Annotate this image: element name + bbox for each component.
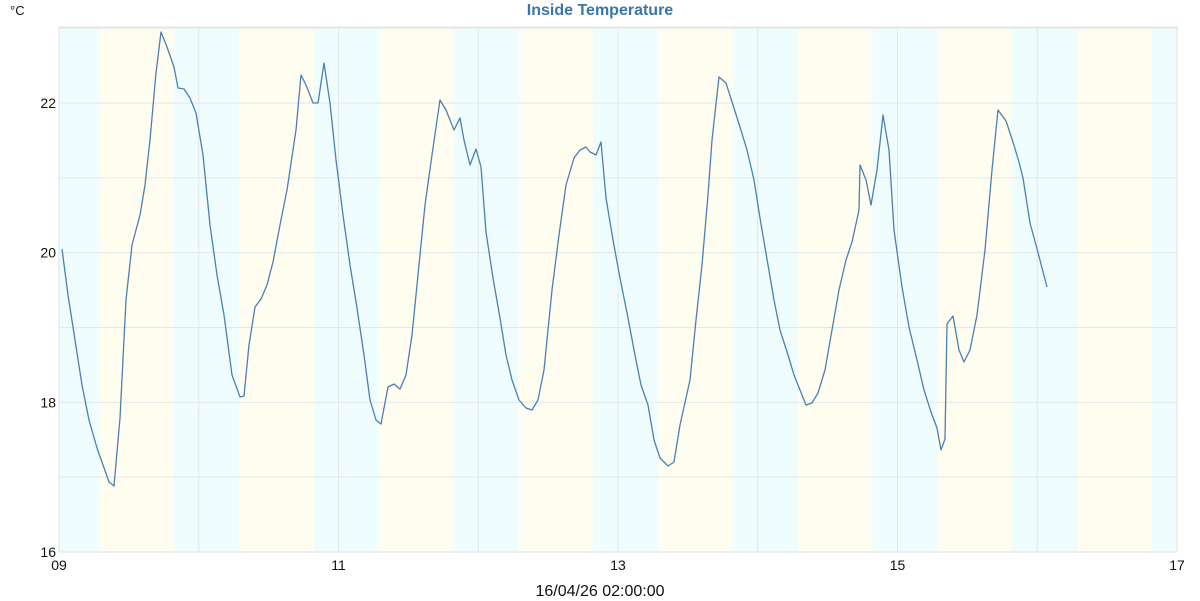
x-tick-label: 15 <box>890 557 906 573</box>
temperature-line <box>61 31 1048 487</box>
night-band <box>313 27 339 552</box>
y-tick-label: 20 <box>40 245 56 261</box>
night-band <box>173 27 199 552</box>
x-axis-ticks: 09 11 13 15 17 <box>51 557 1185 573</box>
day-band <box>518 27 593 552</box>
day-band <box>938 27 1013 552</box>
x-tick-label: 09 <box>51 557 67 573</box>
night-band <box>1151 27 1177 552</box>
day-band <box>239 27 314 552</box>
night-band <box>897 27 939 552</box>
y-tick-label: 22 <box>40 95 56 111</box>
plot-border <box>58 26 1178 553</box>
night-band <box>872 27 898 552</box>
x-tick-label: 11 <box>331 557 346 573</box>
day-band <box>658 27 733 552</box>
night-band <box>732 27 758 552</box>
x-axis-label: 16/04/26 02:00:00 <box>535 583 665 600</box>
day-band <box>1077 27 1152 552</box>
night-band <box>453 27 479 552</box>
night-band <box>59 27 100 552</box>
y-tick-label: 16 <box>40 544 56 560</box>
x-tick-label: 13 <box>610 557 626 573</box>
day-band <box>99 27 174 552</box>
y-axis-unit: °C <box>10 3 25 18</box>
night-band <box>1037 27 1078 552</box>
night-band <box>338 27 380 552</box>
chart-title: Inside Temperature <box>526 2 674 19</box>
y-tick-label: 18 <box>40 394 56 410</box>
night-band <box>478 27 519 552</box>
night-band <box>618 27 659 552</box>
night-band <box>592 27 618 552</box>
y-axis-ticks: 16 18 20 22 <box>40 95 56 560</box>
x-tick-label: 17 <box>1169 557 1185 573</box>
day-band <box>798 27 873 552</box>
night-band <box>757 27 799 552</box>
night-band <box>1012 27 1038 552</box>
